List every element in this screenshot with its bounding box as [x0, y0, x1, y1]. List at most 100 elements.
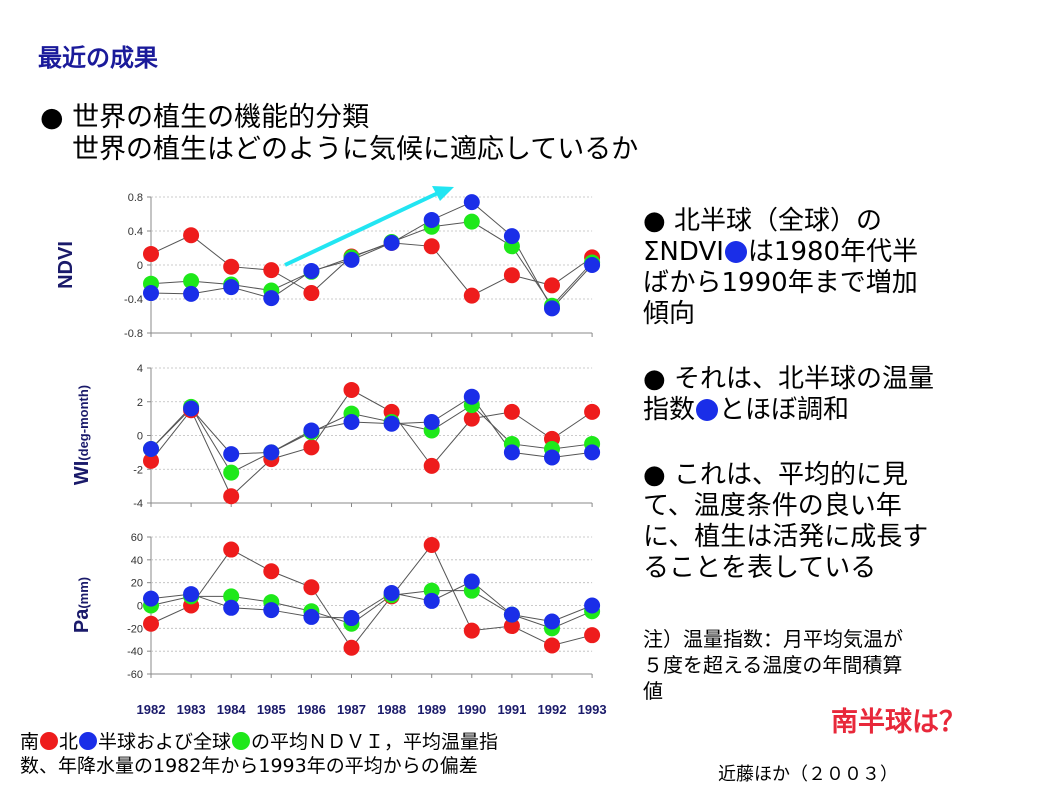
- y-tick-label: 0: [137, 601, 143, 613]
- note: 注）温量指数：月平均気温が ５度を超える温度の年間積算 値: [643, 626, 903, 704]
- north-dot-icon: [724, 241, 747, 263]
- y-tick-label: 0.4: [128, 226, 143, 238]
- data-point-north: [503, 444, 520, 461]
- data-point-south: [503, 267, 520, 284]
- series-line-south: [150, 234, 593, 297]
- data-point-south: [423, 457, 440, 474]
- y-tick-label: -40: [127, 646, 143, 658]
- caption-line2: 数、年降水量の1982年から1993年の平均からの偏差: [20, 755, 478, 777]
- data-point-north: [343, 251, 360, 268]
- y-tick-label: 4: [137, 363, 143, 375]
- point2-line1: ● それは、北半球の温量: [643, 364, 934, 394]
- x-tick-label: 1982: [137, 702, 166, 717]
- y-axis-label: NDVI: [55, 241, 77, 289]
- x-tick-label: 1983: [177, 702, 206, 717]
- chart-panel-pa: 60 40 20 0 -20 -40 -60 Pa(mm) 1982 1983 1984 1985 19…: [71, 532, 607, 717]
- trend-arrow-shaft: [284, 191, 439, 267]
- data-point-global: [463, 213, 480, 230]
- trend-arrow-head: [432, 186, 454, 201]
- data-point-north: [463, 388, 480, 405]
- data-point-north: [544, 613, 560, 630]
- data-point-south: [584, 627, 601, 644]
- data-point-south: [503, 618, 520, 635]
- y-tick-label: -60: [127, 669, 143, 681]
- data-point-south: [423, 238, 440, 255]
- data-point-south: [343, 381, 360, 398]
- caption-rest: の平均ＮＤＶＩ，平均温量指: [251, 731, 499, 753]
- data-point-south: [463, 287, 480, 304]
- data-point-south: [544, 277, 560, 294]
- y-tick-label: -2: [133, 464, 143, 476]
- x-tick-label: 1986: [297, 702, 326, 717]
- series-line-north: [150, 396, 593, 458]
- data-point-north: [544, 300, 560, 317]
- note-line3: 値: [643, 679, 663, 703]
- data-point-north: [463, 194, 480, 211]
- y-axis-label-main: NDVI: [55, 241, 77, 289]
- chart-area: 0.80.40-0.4-0.8NDVI420-2-4WI(deg-month)6…: [55, 186, 607, 717]
- data-point-north: [143, 285, 159, 302]
- north-dot-icon: [696, 399, 719, 421]
- data-point-north: [263, 444, 280, 461]
- y-tick-label: 60: [131, 532, 143, 544]
- point3-line4: ることを表している: [643, 553, 877, 583]
- data-point-north: [263, 290, 280, 307]
- chart-panel-wi: 4 2 0 -2 -4 WI(deg-month): [71, 363, 601, 510]
- data-point-north: [383, 415, 400, 432]
- trend-arrow-icon: [284, 186, 454, 267]
- data-point-north: [584, 444, 601, 461]
- y-axis-label-unit: (deg-month): [76, 385, 91, 461]
- data-point-south: [143, 615, 159, 632]
- data-point-south: [463, 622, 480, 639]
- x-tick-label: 1991: [497, 702, 526, 717]
- data-point-south: [223, 488, 240, 505]
- x-tick-label: 1987: [337, 702, 366, 717]
- data-point-north: [223, 599, 240, 616]
- data-point-north: [584, 257, 601, 273]
- caption-line1: 南北半球および全球 の平均ＮＤＶＩ，平均温量指: [20, 730, 498, 754]
- data-point-north: [423, 414, 440, 430]
- data-point-south: [223, 258, 240, 275]
- data-point-north: [423, 592, 440, 609]
- y-tick-label: -0.8: [124, 328, 143, 340]
- y-tick-label: 0: [137, 431, 143, 443]
- point2-line2-a: 指数: [643, 395, 696, 425]
- x-tick-label: 1992: [538, 702, 567, 717]
- data-point-north: [584, 597, 601, 614]
- data-point-north: [183, 285, 200, 302]
- south-dot-icon: [40, 732, 59, 750]
- x-tick-label: 1985: [257, 702, 286, 717]
- note-line2: ５度を超える温度の年間積算: [643, 653, 903, 677]
- data-point-south: [263, 563, 280, 580]
- point3-line1: ● これは、平均的に見: [643, 460, 908, 490]
- data-point-north: [143, 441, 159, 457]
- data-point-north: [383, 584, 400, 601]
- data-point-south: [463, 410, 480, 427]
- data-point-north: [183, 400, 200, 417]
- caption-north: 北: [59, 731, 79, 753]
- data-point-south: [263, 262, 280, 279]
- data-point-north: [223, 279, 240, 296]
- point2-line2-b: とほぼ調和: [719, 395, 850, 425]
- citation: 近藤ほか（２００３）: [718, 764, 898, 785]
- x-tick-label: 1990: [457, 702, 486, 717]
- y-axis-label: Pa(mm): [71, 577, 93, 633]
- data-point-north: [143, 590, 159, 607]
- point1-line3: ばから1990年まで増加: [643, 268, 918, 298]
- y-tick-label: 20: [131, 578, 143, 590]
- note-line1: 注）温量指数：月平均気温が: [643, 627, 903, 651]
- point1-line1: ● 北半球（全球）の: [643, 206, 882, 236]
- data-point-global: [183, 273, 200, 290]
- y-axis-label-main: Pa: [71, 608, 93, 633]
- data-point-south: [584, 403, 601, 420]
- x-tick-label: 1989: [417, 702, 446, 717]
- data-point-south: [303, 579, 320, 596]
- y-tick-label: -4: [133, 498, 143, 510]
- point1-line4: 傾向: [643, 299, 696, 329]
- data-point-north: [223, 446, 240, 463]
- data-point-north: [343, 610, 360, 627]
- data-point-south: [143, 452, 159, 469]
- north-dot-icon: [79, 732, 98, 750]
- point2-line2: 指数 とほぼ調和: [643, 395, 849, 426]
- y-axis-label-main: WI: [71, 461, 93, 485]
